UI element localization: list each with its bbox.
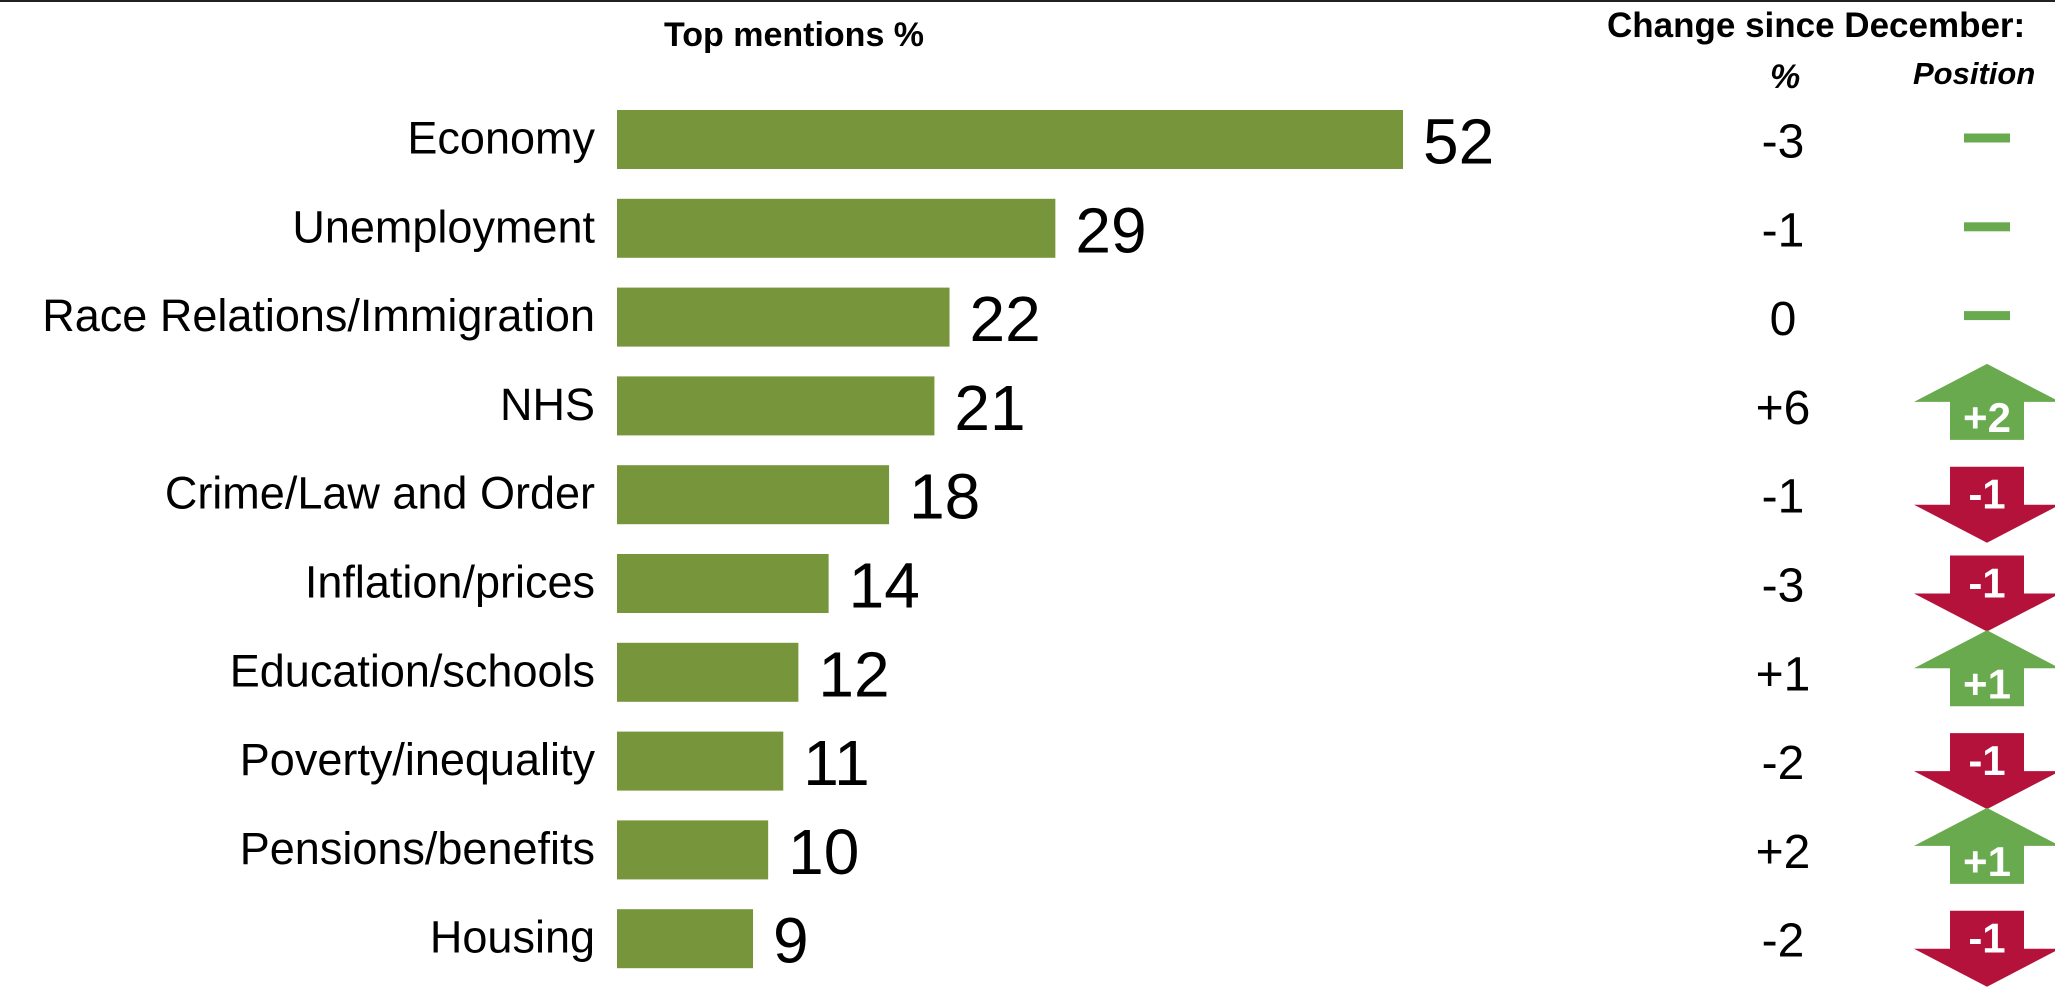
position-change-label: +1 <box>1963 838 2011 885</box>
change-pct-label: +2 <box>1756 826 1811 879</box>
value-label: 29 <box>1075 194 1146 266</box>
bar <box>617 642 799 702</box>
bar <box>617 465 890 525</box>
category-label: Inflation/prices <box>305 557 595 608</box>
value-label: 18 <box>909 461 980 533</box>
value-label: 21 <box>954 372 1025 444</box>
position-change-label: +1 <box>1963 660 2011 707</box>
category-label: Poverty/inequality <box>240 734 596 785</box>
category-label: Housing <box>430 912 595 963</box>
change-pct-label: 0 <box>1770 293 1797 346</box>
no-change-dash <box>1964 311 2010 321</box>
position-column-header: Position <box>1913 56 2036 91</box>
category-label: Education/schools <box>230 645 595 696</box>
change-pct-label: -1 <box>1762 471 1805 524</box>
up-arrow <box>1914 363 2055 440</box>
change-header: Change since December: <box>1607 6 2026 45</box>
change-pct-label: -3 <box>1762 560 1805 613</box>
category-label: Pensions/benefits <box>240 823 595 874</box>
down-arrow <box>1914 910 2055 987</box>
position-change-label: +2 <box>1963 394 2011 441</box>
bar <box>617 110 1403 169</box>
change-pct-label: -2 <box>1762 915 1805 968</box>
value-label: 11 <box>803 727 869 799</box>
value-label: 52 <box>1423 106 1494 178</box>
change-pct-label: -1 <box>1762 204 1805 257</box>
up-arrow <box>1914 630 2055 707</box>
bar <box>617 287 950 347</box>
top-border-line <box>0 0 2055 2</box>
pct-column-header: % <box>1770 58 1801 96</box>
position-change-label: -1 <box>1968 915 2005 962</box>
down-arrow <box>1914 466 2055 543</box>
bar <box>617 731 784 791</box>
position-change-label: -1 <box>1968 560 2005 607</box>
no-change-dash <box>1964 222 2010 232</box>
change-pct-label: -3 <box>1762 116 1805 169</box>
down-arrow <box>1914 733 2055 810</box>
category-label: Economy <box>407 113 595 164</box>
value-label: 12 <box>818 638 889 710</box>
change-pct-label: -2 <box>1762 737 1805 790</box>
chart-title: Top mentions % <box>664 16 925 54</box>
category-label: Unemployment <box>292 201 595 252</box>
category-label: Race Relations/Immigration <box>42 290 595 341</box>
category-label: NHS <box>500 379 595 430</box>
value-label: 22 <box>970 283 1041 355</box>
down-arrow <box>1914 555 2055 632</box>
value-label: 10 <box>788 816 859 888</box>
bar <box>617 376 935 436</box>
bar <box>617 820 769 880</box>
position-change-label: -1 <box>1968 737 2005 784</box>
bar <box>617 198 1056 258</box>
category-label: Crime/Law and Order <box>165 468 595 519</box>
change-pct-label: +1 <box>1756 648 1811 701</box>
change-pct-label: +6 <box>1756 382 1811 435</box>
no-change-dash <box>1964 133 2010 143</box>
up-arrow <box>1914 807 2055 884</box>
bar <box>617 909 754 969</box>
value-label: 9 <box>773 905 809 977</box>
position-change-label: -1 <box>1968 471 2005 518</box>
bar <box>617 554 829 613</box>
value-label: 14 <box>849 550 920 622</box>
